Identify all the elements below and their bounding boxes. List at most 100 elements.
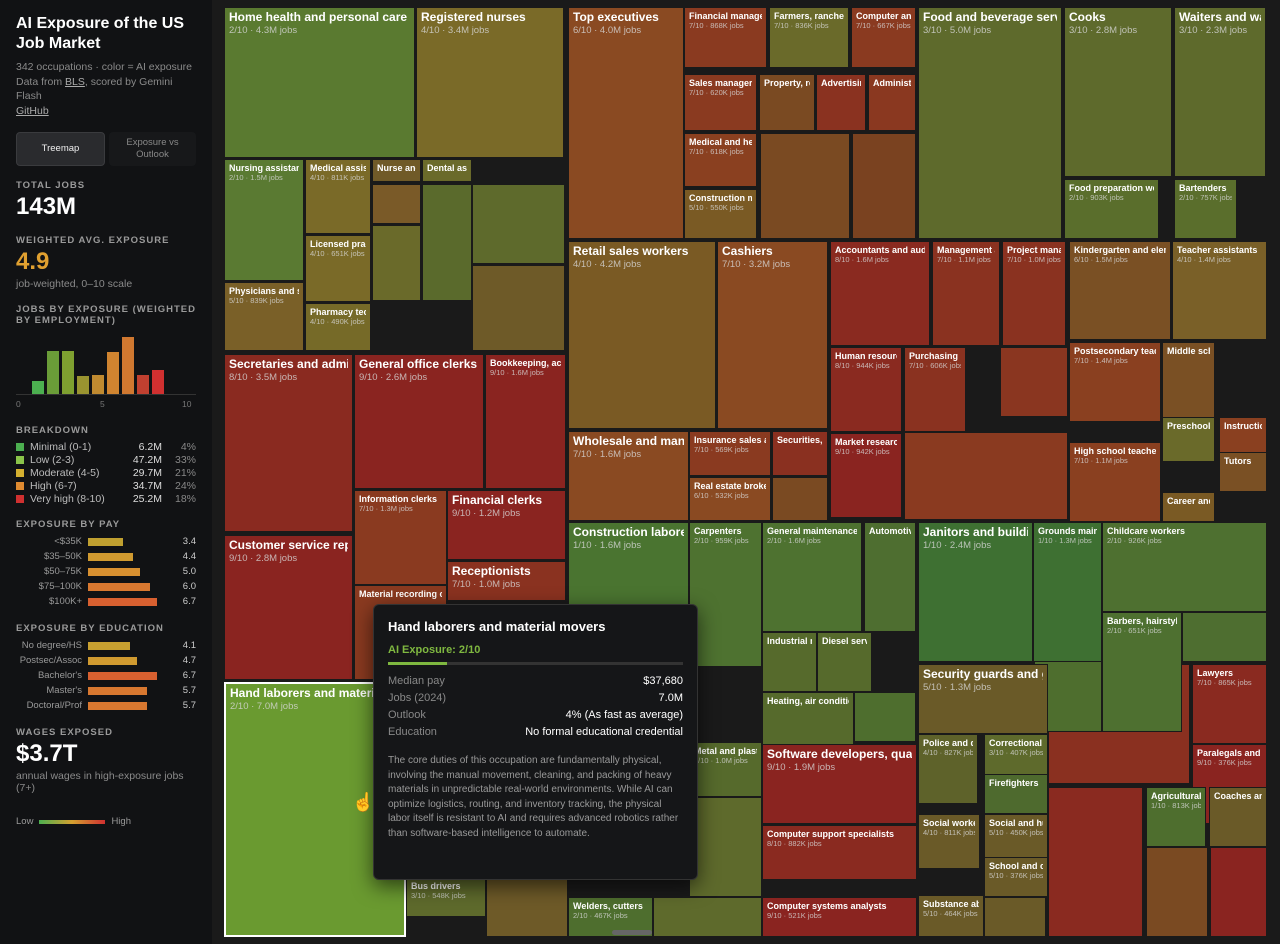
treemap-cell-small[interactable]: [772, 477, 828, 521]
treemap-cell-small[interactable]: [472, 184, 565, 264]
treemap-cell[interactable]: Heating, air conditioning mechanics: [762, 692, 854, 747]
treemap-cell-small[interactable]: [422, 184, 472, 301]
treemap-cell[interactable]: Registered nurses 4/10 · 3.4M jobs: [416, 7, 564, 158]
treemap-cell[interactable]: Nursing assistants2/10 · 1.5M jobs: [224, 159, 304, 281]
treemap-cell[interactable]: Insurance sales agents7/10 · 569K jobs: [689, 431, 771, 476]
treemap-cell[interactable]: Nurse anesthetists: [372, 159, 421, 182]
treemap-cell[interactable]: Diesel service technicians: [817, 632, 872, 692]
treemap-cell[interactable]: Cashiers 7/10 · 3.2M jobs: [717, 241, 828, 429]
treemap-cell[interactable]: Firefighters: [984, 774, 1048, 814]
treemap-cell[interactable]: Industrial machinery mechanics: [762, 632, 817, 692]
treemap-cell[interactable]: Preschool teachers: [1162, 417, 1215, 462]
treemap-cell[interactable]: Securities, commodities agents: [772, 431, 828, 476]
treemap-cell[interactable]: Pharmacy technicians4/10 · 490K jobs: [305, 303, 371, 351]
treemap-cell[interactable]: School and career counselors5/10 · 376K …: [984, 857, 1048, 897]
treemap-cell[interactable]: Receptionists 7/10 · 1.0M jobs: [447, 561, 566, 601]
treemap-cell-small[interactable]: [689, 797, 762, 897]
treemap-cell[interactable]: Career and technical education teachers: [1162, 492, 1215, 522]
treemap-cell[interactable]: Sales managers 7/10 · 620K jobs: [684, 74, 757, 131]
treemap-cell[interactable]: Accountants and auditors8/10 · 1.6M jobs: [830, 241, 930, 346]
treemap-cell[interactable]: Childcare workers 2/10 · 926K jobs: [1102, 522, 1267, 612]
treemap-cell[interactable]: Metal and plastic machine workers3/10 · …: [689, 742, 762, 797]
treemap-cell[interactable]: Project management specialists7/10 · 1.0…: [1002, 241, 1066, 346]
treemap-cell[interactable]: General office clerks 9/10 · 2.6M jobs: [354, 354, 484, 489]
treemap-cell[interactable]: Cooks 3/10 · 2.8M jobs: [1064, 7, 1172, 177]
treemap-cell[interactable]: Agricultural workers1/10 · 813K jobs: [1146, 787, 1206, 847]
treemap-cell[interactable]: Computer systems analysts 9/10 · 521K job…: [762, 897, 917, 937]
tab-exposure-vs-outlook[interactable]: Exposure vs Outlook: [109, 132, 196, 166]
scroll-handle[interactable]: [612, 930, 652, 935]
bls-link[interactable]: BLS: [65, 75, 85, 88]
treemap-cell[interactable]: Police and detectives4/10 · 827K jobs: [918, 734, 978, 804]
treemap-cell[interactable]: Wholesale and manufacturing sales repres…: [568, 431, 689, 521]
tab-treemap[interactable]: Treemap: [16, 132, 105, 166]
treemap-cell[interactable]: Lawyers 7/10 · 865K jobs: [1192, 664, 1267, 744]
treemap-cell-small[interactable]: [1000, 347, 1068, 417]
treemap-cell[interactable]: Farmers, ranchers7/10 · 836K jobs: [769, 7, 849, 68]
treemap-cell[interactable]: Carpenters 2/10 · 959K jobs: [689, 522, 762, 667]
treemap-cell[interactable]: Construction managers5/10 · 550K jobs: [684, 189, 757, 239]
treemap-cell[interactable]: Software developers, quality assurance a…: [762, 744, 917, 824]
treemap-cell[interactable]: Real estate brokers6/10 · 532K jobs: [689, 477, 771, 521]
treemap-cell-small[interactable]: [984, 897, 1046, 937]
treemap-cell[interactable]: Administrative services managers: [868, 74, 916, 131]
treemap-cell[interactable]: Information clerks 7/10 · 1.3M jobs: [354, 490, 447, 585]
treemap-cell[interactable]: Grounds maintenance workers1/10 · 1.3M j…: [1033, 522, 1102, 662]
treemap-cell[interactable]: Computer support specialists 8/10 · 882K …: [762, 825, 917, 880]
treemap-cell-small[interactable]: [852, 133, 916, 239]
treemap-cell[interactable]: Customer service representatives9/10 · 2…: [224, 535, 353, 680]
treemap-cell-small[interactable]: [372, 184, 421, 224]
treemap-cell[interactable]: Financial clerks 9/10 · 1.2M jobs: [447, 490, 566, 560]
treemap-cell-small[interactable]: [472, 265, 565, 351]
treemap-cell-small[interactable]: [1048, 787, 1143, 937]
treemap-cell-small[interactable]: [760, 133, 850, 239]
treemap-cell-small[interactable]: [1210, 847, 1267, 937]
treemap-cell[interactable]: Top executives 6/10 · 4.0M jobs: [568, 7, 684, 239]
treemap-cell-small[interactable]: [1182, 612, 1267, 662]
treemap-cell[interactable]: Teacher assistants 4/10 · 1.4M jobs: [1172, 241, 1267, 340]
treemap-cell[interactable]: Computer and information systems manager…: [851, 7, 916, 68]
treemap-cell[interactable]: Coaches and scouts: [1209, 787, 1267, 847]
treemap-cell[interactable]: Middle school teachers: [1162, 342, 1215, 422]
treemap-cell[interactable]: Barbers, hairstylists2/10 · 651K jobs: [1102, 612, 1182, 732]
treemap-cell-name: Industrial machinery mechanics: [767, 636, 812, 646]
treemap-cell[interactable]: Dental assistants: [422, 159, 472, 182]
treemap-cell-small[interactable]: [854, 692, 916, 742]
treemap-cell-small[interactable]: [372, 225, 421, 301]
treemap-cell[interactable]: Retail sales workers 4/10 · 4.2M jobs: [568, 241, 716, 429]
treemap-cell[interactable]: Bus drivers 3/10 · 548K jobs: [406, 877, 486, 917]
treemap-cell[interactable]: Management analysts7/10 · 1.1M jobs: [932, 241, 1000, 346]
treemap-cell[interactable]: Property, real estate managers: [759, 74, 815, 131]
treemap-cell[interactable]: High school teachers 7/10 · 1.1M jobs: [1069, 442, 1161, 522]
treemap-cell[interactable]: Medical and health services managers7/10…: [684, 133, 757, 187]
treemap-cell-small[interactable]: [653, 897, 762, 937]
treemap-cell-small[interactable]: [904, 432, 1068, 520]
treemap-cell[interactable]: Home health and personal care aides2/10 …: [224, 7, 415, 158]
treemap-cell[interactable]: Security guards and gambling surveillanc…: [918, 664, 1048, 734]
treemap-cell[interactable]: Automotive technicians: [864, 522, 916, 632]
treemap-cell[interactable]: Janitors and building cleaners1/10 · 2.4…: [918, 522, 1033, 662]
treemap-cell[interactable]: Waiters and waitresses3/10 · 2.3M jobs: [1174, 7, 1266, 177]
treemap-cell[interactable]: Secretaries and administrative assistant…: [224, 354, 353, 532]
treemap-cell[interactable]: Tutors: [1219, 452, 1267, 492]
treemap-cell[interactable]: Advertising managers: [816, 74, 866, 131]
treemap-cell[interactable]: Bartenders 2/10 · 757K jobs: [1174, 179, 1237, 239]
github-link[interactable]: GitHub: [16, 104, 49, 117]
treemap-cell-small[interactable]: [1146, 847, 1208, 937]
treemap-cell[interactable]: Substance abuse counselors5/10 · 464K jo…: [918, 895, 984, 937]
treemap-cell-small[interactable]: [486, 877, 568, 937]
treemap-cell[interactable]: Food and beverage serving workers3/10 · …: [918, 7, 1062, 239]
treemap-cell[interactable]: Kindergarten and elementary teachers6/10…: [1069, 241, 1171, 340]
treemap-cell[interactable]: Physicians and surgeons5/10 · 839K jobs: [224, 282, 304, 351]
